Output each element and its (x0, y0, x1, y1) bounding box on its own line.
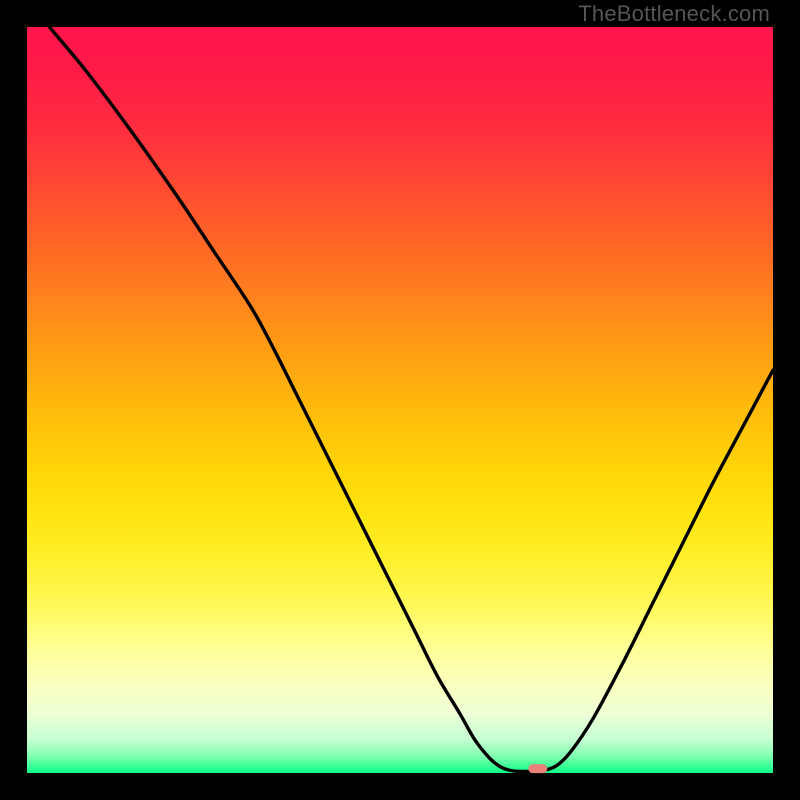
curve-layer (27, 27, 773, 773)
watermark-text: TheBottleneck.com (578, 1, 770, 27)
chart-frame: TheBottleneck.com (0, 0, 800, 800)
optimal-marker (528, 764, 547, 774)
bottleneck-curve (49, 27, 773, 772)
plot-area (27, 27, 773, 773)
